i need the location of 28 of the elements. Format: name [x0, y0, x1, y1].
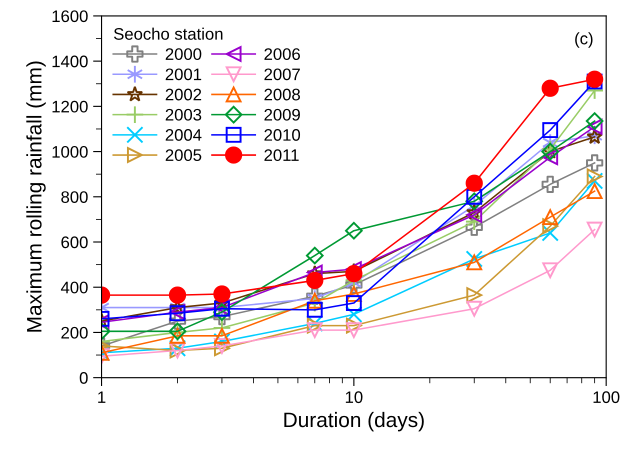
- y-tick-label: 1200: [52, 100, 88, 113]
- legend-label: 2005: [166, 149, 202, 162]
- legend-label: 2008: [264, 88, 300, 100]
- x-tick-label: 1: [98, 391, 106, 403]
- legend-label: 2011: [264, 149, 299, 162]
- legend-label: 2004: [166, 129, 202, 141]
- legend-label: 2007: [264, 68, 300, 80]
- x-tick-label: 100: [594, 391, 620, 404]
- y-tick-label: 1400: [52, 56, 88, 68]
- x-axis-title: Duration (days): [284, 412, 424, 432]
- legend-label: 2006: [264, 48, 300, 60]
- y-tick-label: 800: [61, 191, 88, 203]
- y-axis-title: Maximum rolling rainfall (mm): [26, 61, 46, 332]
- y-tick-label: 1600: [52, 10, 88, 22]
- legend-title: Seocho station: [114, 28, 222, 40]
- legend-label: 2010: [264, 129, 300, 141]
- y-tick-label: 0: [80, 372, 88, 384]
- y-tick-label: 1000: [52, 146, 88, 158]
- legend-label: 2002: [166, 88, 202, 100]
- y-tick-label: 200: [61, 326, 88, 339]
- y-tick-label: 400: [60, 282, 88, 294]
- legend-label: 2009: [264, 108, 300, 121]
- legend-label: 2000: [166, 48, 202, 60]
- y-tick-label: 600: [61, 236, 88, 248]
- x-tick-label: 10: [346, 391, 362, 404]
- legend-label: 2003: [166, 108, 202, 121]
- legend-label: 2001: [166, 68, 202, 80]
- annotation: (c): [575, 32, 593, 48]
